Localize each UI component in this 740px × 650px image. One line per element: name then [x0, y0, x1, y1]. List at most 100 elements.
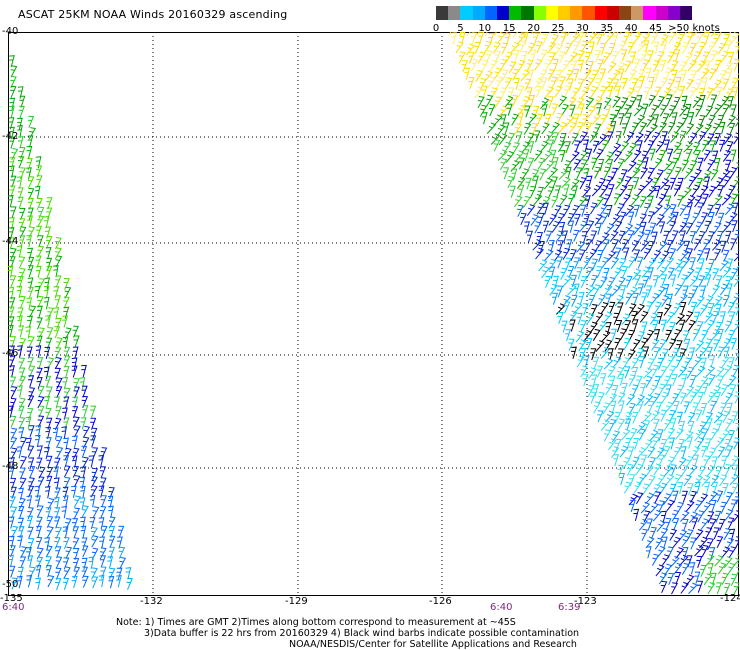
wind-barb [621, 49, 628, 62]
wind-barb [642, 103, 649, 116]
colorbar-label: 15 [502, 23, 516, 34]
wind-barb [631, 122, 639, 135]
wind-barb [9, 565, 16, 578]
wind-barb [37, 405, 45, 418]
wind-barb [28, 457, 35, 470]
wind-barb [685, 78, 694, 91]
wind-barb [713, 221, 722, 234]
wind-barb [589, 202, 598, 215]
wind-barb [9, 275, 17, 288]
wind-barb [632, 384, 639, 397]
wind-barb [47, 357, 55, 370]
wind-barb [18, 375, 27, 388]
wind-barb [685, 267, 695, 280]
wind-barb [43, 296, 50, 310]
wind-barb [661, 554, 670, 567]
wind-barb [577, 195, 587, 208]
wind-barb [652, 392, 661, 405]
wind-barb [670, 418, 677, 431]
wind-barb [496, 124, 506, 137]
wind-barb [617, 302, 624, 315]
wind-barb [710, 499, 717, 512]
wind-barb [101, 525, 108, 538]
wind-barb [27, 526, 34, 539]
wind-barb [508, 61, 517, 74]
wind-barb [694, 149, 702, 162]
wind-barb [659, 149, 667, 163]
wind-barb [118, 546, 126, 559]
wind-barb [615, 85, 622, 98]
wind-barb [697, 60, 707, 72]
wind-barb [733, 249, 739, 262]
wind-barb [659, 482, 668, 495]
wind-barb [652, 320, 659, 333]
wind-barb [653, 114, 659, 127]
wind-barb [724, 508, 734, 521]
wind-barb [509, 185, 516, 198]
wind-barb [631, 310, 638, 323]
wind-barb [574, 32, 579, 36]
wind-barb [575, 167, 583, 180]
wind-barb [569, 319, 576, 332]
colorbar-label: >50 knots [668, 23, 720, 34]
wind-barb [663, 419, 672, 432]
wind-barb [625, 112, 632, 125]
wind-barb [99, 536, 105, 549]
wind-barb [27, 265, 34, 278]
wind-barb [600, 302, 609, 315]
wind-barb [687, 202, 693, 215]
wind-barb [713, 33, 721, 46]
wind-barb [605, 383, 613, 396]
wind-barb [657, 193, 667, 206]
wind-barb [505, 77, 513, 90]
wind-barb [514, 150, 525, 162]
colorbar-segment [509, 6, 522, 20]
wind-barb [18, 506, 25, 519]
wind-barb [705, 438, 712, 451]
wind-barb [679, 319, 686, 332]
wind-barb [607, 276, 616, 289]
wind-barb [616, 366, 625, 379]
wind-barb [542, 202, 549, 215]
wind-barb [705, 527, 713, 540]
wind-barb [576, 312, 583, 325]
wind-barb [598, 391, 605, 405]
wind-barb [52, 427, 59, 440]
wind-barb [587, 32, 598, 44]
wind-barb [695, 104, 703, 117]
wind-barb [707, 204, 714, 217]
wind-barb [657, 311, 663, 325]
wind-barb [582, 303, 589, 316]
wind-barb [26, 437, 32, 450]
wind-barb [639, 213, 647, 226]
wind-barb [606, 131, 614, 144]
wind-barb [497, 32, 506, 44]
wind-barb [626, 393, 636, 406]
wind-barb [527, 42, 536, 55]
wind-barb [90, 435, 97, 448]
wind-barb [621, 265, 629, 279]
wind-barb [504, 32, 511, 45]
wind-barb [485, 32, 488, 37]
wind-barb [721, 193, 732, 206]
wind-barb [37, 295, 44, 308]
wind-barb [578, 103, 585, 116]
wind-barb [37, 415, 45, 428]
wind-barb [552, 157, 559, 170]
wind-barb [573, 40, 581, 53]
wind-barb [584, 51, 592, 64]
wind-barb [599, 276, 608, 289]
wind-barb [717, 42, 726, 55]
wind-barb [63, 477, 71, 490]
wind-barb [17, 275, 24, 289]
wind-barb [557, 212, 566, 225]
wind-barb [27, 315, 33, 328]
wind-barb [710, 572, 717, 585]
wind-barb [708, 374, 716, 387]
wind-barb [90, 405, 97, 418]
wind-barb [736, 73, 739, 82]
wind-barb [591, 374, 598, 387]
wind-barb [631, 411, 639, 424]
wind-barb [724, 438, 732, 451]
wind-barb [583, 139, 589, 152]
